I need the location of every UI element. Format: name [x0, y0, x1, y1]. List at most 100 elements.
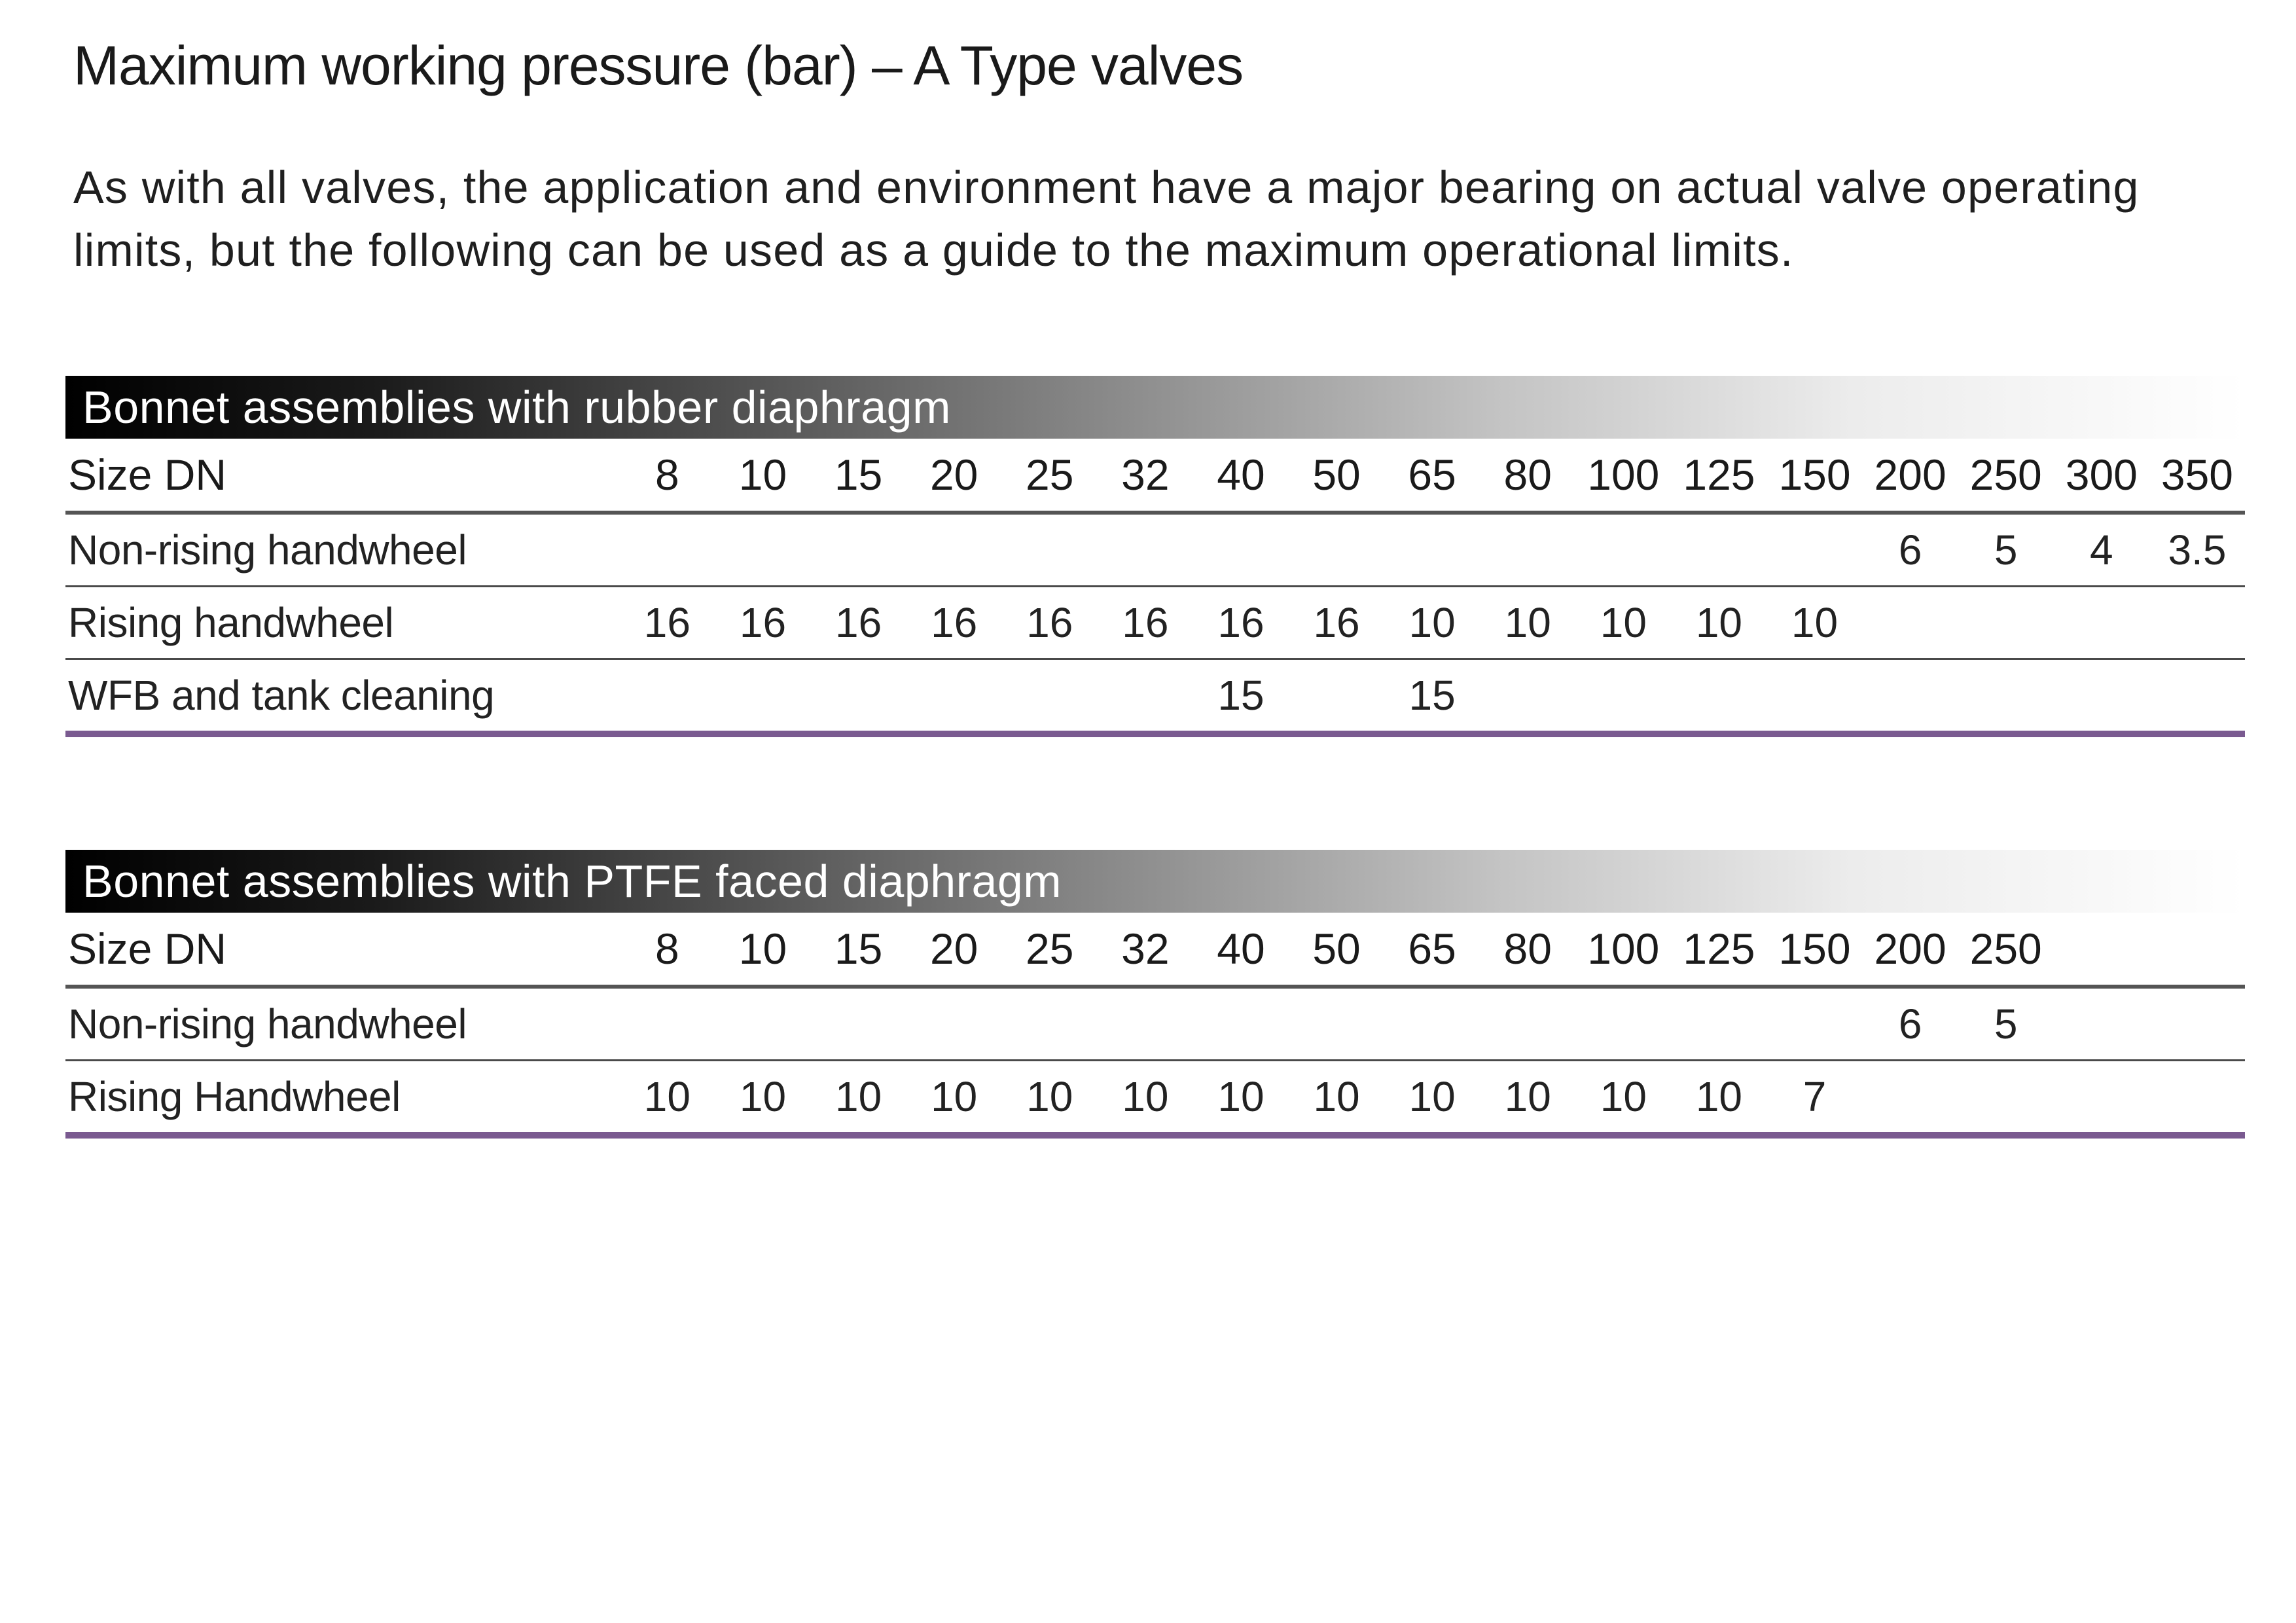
pressure-value-cell	[1958, 659, 2054, 737]
pressure-value-cell	[810, 987, 906, 1061]
pressure-value-cell: 16	[715, 586, 811, 660]
size-column-header: 32	[1097, 913, 1193, 989]
pressure-value-cell	[906, 659, 1002, 737]
pressure-value-cell: 3.5	[2149, 513, 2245, 587]
pressure-value-cell	[1767, 659, 1863, 737]
pressure-value-cell	[2053, 586, 2149, 660]
pressure-value-cell	[2149, 659, 2245, 737]
pressure-value-cell	[1671, 513, 1767, 587]
table-header-row: Size DN 8 10 15 20 25 32 40 50 65 80 100 125 150 200 25…	[65, 439, 2245, 515]
pressure-value-cell	[619, 987, 715, 1061]
size-column-header: 100	[1575, 913, 1672, 989]
pressure-value-cell	[1671, 659, 1767, 737]
pressure-value-cell: 5	[1958, 987, 2054, 1061]
pressure-value-cell	[1862, 1060, 1958, 1139]
ptfe-diaphragm-section: Bonnet assemblies with PTFE faced diaphr…	[65, 850, 2245, 1139]
size-column-header: 80	[1480, 913, 1576, 989]
pressure-value-cell: 10	[1001, 1060, 1098, 1139]
intro-paragraph: As with all valves, the application and …	[73, 162, 2140, 276]
pressure-value-cell	[2149, 586, 2245, 660]
size-column-header: 50	[1289, 913, 1385, 989]
pressure-value-cell	[619, 659, 715, 737]
pressure-value-cell: 6	[1862, 513, 1958, 587]
pressure-value-cell: 10	[1384, 586, 1480, 660]
size-column-header: 20	[906, 439, 1002, 515]
pressure-value-cell	[2053, 659, 2149, 737]
pressure-value-cell	[715, 513, 811, 587]
size-column-header: 65	[1384, 439, 1480, 515]
size-column-header: 100	[1575, 439, 1672, 515]
pressure-value-cell: 16	[1289, 586, 1385, 660]
pressure-value-cell	[1384, 513, 1480, 587]
size-column-header: 15	[810, 439, 906, 515]
size-column-header: 150	[1767, 913, 1863, 989]
size-dn-header: Size DN	[65, 439, 620, 515]
size-column-header: 10	[715, 439, 811, 515]
section-title-band: Bonnet assemblies with PTFE faced diaphr…	[65, 850, 2245, 913]
pressure-value-cell	[1575, 659, 1672, 737]
pressure-value-cell	[1958, 586, 2054, 660]
pressure-value-cell	[906, 513, 1002, 587]
pressure-table-ptfe: Size DN 8 10 15 20 25 32 40 50 65 80 100 125 150 200 25…	[65, 913, 2245, 1139]
row-label: Rising handwheel	[65, 586, 620, 660]
pressure-value-cell	[1958, 1060, 2054, 1139]
pressure-value-cell	[1193, 513, 1289, 587]
pressure-value-cell: 16	[810, 586, 906, 660]
pressure-value-cell	[715, 987, 811, 1061]
table-row: Rising handwheel 16 16 16 16 16 16 16 16 10 10 10 10…	[65, 586, 2245, 660]
table-header-row: Size DN 8 10 15 20 25 32 40 50 65 80 100 125 150 200 25…	[65, 913, 2245, 989]
section-title-band: Bonnet assemblies with rubber diaphragm	[65, 376, 2245, 439]
pressure-value-cell	[1575, 513, 1672, 587]
size-column-header: 125	[1671, 439, 1767, 515]
pressure-value-cell	[1862, 586, 1958, 660]
pressure-value-cell	[1289, 513, 1385, 587]
pressure-value-cell	[1097, 987, 1193, 1061]
pressure-value-cell: 4	[2053, 513, 2149, 587]
pressure-value-cell	[1480, 659, 1576, 737]
pressure-value-cell	[1097, 513, 1193, 587]
size-column-header: 300	[2053, 439, 2149, 515]
size-column-header	[2149, 913, 2245, 989]
pressure-value-cell	[1767, 513, 1863, 587]
pressure-value-cell: 10	[1575, 586, 1672, 660]
row-label: WFB and tank cleaning	[65, 659, 620, 737]
row-label: Non-rising handwheel	[65, 513, 620, 587]
size-column-header: 125	[1671, 913, 1767, 989]
size-column-header: 25	[1001, 913, 1098, 989]
section-title: Bonnet assemblies with PTFE faced diaphr…	[82, 856, 1062, 907]
pressure-value-cell: 7	[1767, 1060, 1863, 1139]
pressure-value-cell: 16	[906, 586, 1002, 660]
pressure-value-cell: 10	[1384, 1060, 1480, 1139]
size-column-header	[2053, 913, 2149, 989]
row-label: Rising Handwheel	[65, 1060, 620, 1139]
pressure-value-cell	[810, 659, 906, 737]
pressure-value-cell	[1862, 659, 1958, 737]
pressure-value-cell: 10	[810, 1060, 906, 1139]
pressure-value-cell	[715, 659, 811, 737]
size-column-header: 250	[1958, 439, 2054, 515]
size-column-header: 8	[619, 439, 715, 515]
section-title: Bonnet assemblies with rubber diaphragm	[82, 382, 951, 433]
size-column-header: 200	[1862, 439, 1958, 515]
pressure-value-cell	[2053, 987, 2149, 1061]
pressure-value-cell: 10	[1671, 586, 1767, 660]
size-column-header: 25	[1001, 439, 1098, 515]
size-column-header: 10	[715, 913, 811, 989]
pressure-value-cell: 16	[619, 586, 715, 660]
pressure-value-cell: 10	[1575, 1060, 1672, 1139]
pressure-value-cell	[619, 513, 715, 587]
size-column-header: 32	[1097, 439, 1193, 515]
size-column-header: 350	[2149, 439, 2245, 515]
size-column-header: 200	[1862, 913, 1958, 989]
pressure-value-cell	[1575, 987, 1672, 1061]
table-row: Non-rising handwheel 6 5 4 3.5	[65, 513, 2245, 587]
size-column-header: 65	[1384, 913, 1480, 989]
row-label: Non-rising handwheel	[65, 987, 620, 1061]
pressure-value-cell	[1097, 659, 1193, 737]
pressure-value-cell: 10	[1097, 1060, 1193, 1139]
size-column-header: 50	[1289, 439, 1385, 515]
pressure-value-cell	[1289, 659, 1385, 737]
table-row: WFB and tank cleaning 15 15	[65, 659, 2245, 737]
pressure-value-cell	[1767, 987, 1863, 1061]
pressure-value-cell: 10	[715, 1060, 811, 1139]
